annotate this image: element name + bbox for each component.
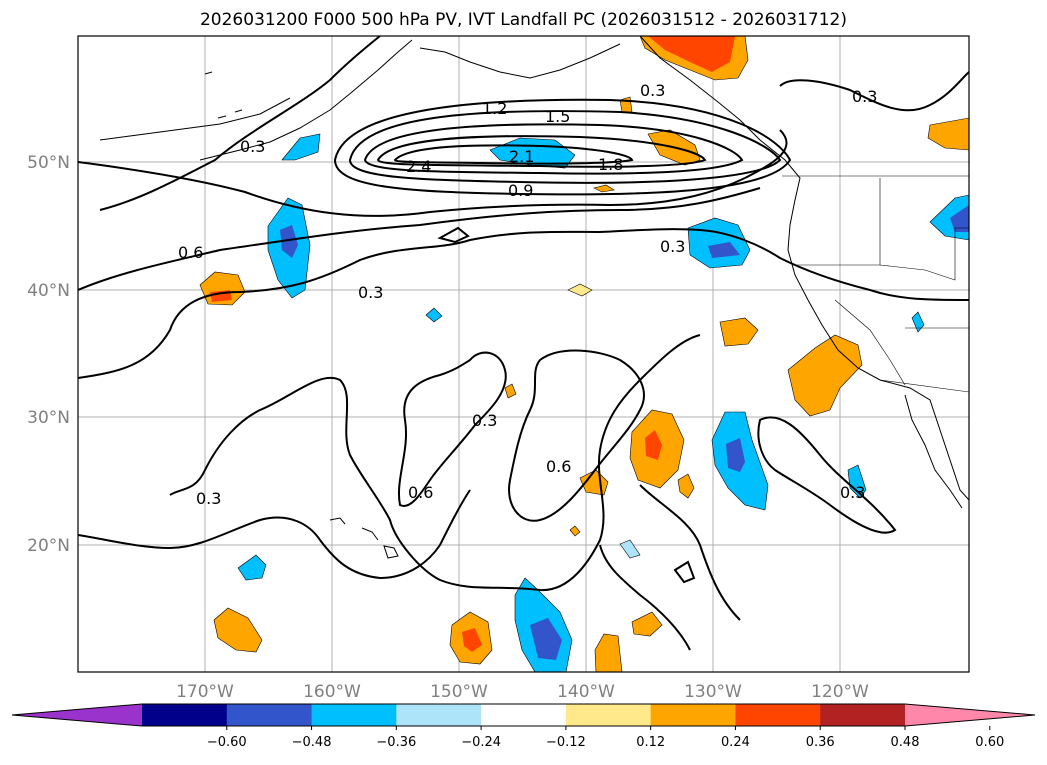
lon-label: 140°W	[557, 682, 615, 702]
negative-anomaly-core	[726, 438, 745, 472]
positive-anomaly	[619, 96, 633, 113]
lat-label: 30°N	[27, 408, 70, 428]
pv-contours	[78, 36, 969, 651]
contour-label: 1.5	[545, 107, 570, 126]
longitude-labels: 170°W 160°W 150°W 140°W 130°W 120°W	[176, 682, 869, 702]
positive-anomaly-core	[645, 430, 662, 460]
political-borders	[782, 175, 969, 393]
contour-label: 0.3	[240, 137, 265, 156]
negative-anomaly	[619, 539, 641, 559]
colorbar-tick-label: 0.12	[636, 735, 665, 750]
colorbar-segment	[735, 704, 821, 726]
colorbar-segment	[565, 704, 652, 726]
contour-label: 0.3	[660, 237, 685, 256]
contour-label: 2.4	[406, 157, 431, 176]
positive-anomaly	[719, 317, 759, 347]
contour-label: 0.3	[840, 483, 865, 502]
colorbar-extend-low	[12, 704, 142, 726]
colorbar-tick-label: 0.24	[721, 735, 750, 750]
colorbar-tick-label: −0.24	[461, 735, 501, 750]
map-title: 2026031200 F000 500 hPa PV, IVT Landfall…	[199, 10, 847, 30]
positive-anomaly	[567, 283, 593, 297]
contour-label: 0.3	[472, 411, 497, 430]
colorbar-tick-label: 0.60	[975, 735, 1004, 750]
lat-label: 20°N	[27, 536, 70, 556]
lon-label: 120°W	[811, 682, 869, 702]
colorbar-tick-label: −0.60	[207, 735, 247, 750]
positive-anomaly	[594, 633, 623, 672]
positive-anomaly	[569, 525, 581, 537]
colorbar-tick-label: 0.36	[806, 735, 835, 750]
negative-anomaly	[911, 311, 925, 333]
colorbar-segment	[650, 704, 736, 726]
negative-anomaly-core	[950, 205, 969, 232]
contour-label: 0.6	[178, 243, 203, 262]
positive-anomaly	[213, 607, 263, 653]
latitude-labels: 50°N 40°N 30°N 20°N	[27, 153, 70, 556]
colorbar-segment	[311, 704, 397, 726]
lat-label: 40°N	[27, 281, 70, 301]
positive-anomaly	[677, 473, 695, 499]
filled-anomalies	[199, 36, 969, 672]
colorbar-tick-label: −0.36	[376, 735, 416, 750]
colorbar-tick-label: −0.12	[546, 735, 586, 750]
positive-anomaly-core	[462, 628, 482, 652]
lon-label: 150°W	[430, 682, 488, 702]
contour-label: 1.8	[598, 155, 623, 174]
contour-labels: 1.2 1.5 2.4 2.1 1.8 0.9 0.3 0.6 0.3 0.3 …	[178, 81, 877, 508]
colorbar-segment	[481, 704, 567, 726]
contour-label: 0.3	[196, 489, 221, 508]
contour-label: 1.2	[482, 99, 507, 118]
colorbar-segment	[396, 704, 482, 726]
colorbar-ticks: −0.60 −0.48 −0.36 −0.24 −0.12 0.12 0.24 0.36 0.4…	[207, 726, 1004, 750]
positive-anomaly	[927, 117, 969, 151]
lon-label: 170°W	[176, 682, 234, 702]
lon-label: 160°W	[303, 682, 361, 702]
colorbar	[11, 703, 1036, 727]
negative-anomaly-core	[280, 225, 298, 258]
colorbar-extend-high	[905, 704, 1035, 726]
colorbar-tick-label: 0.48	[891, 735, 920, 750]
negative-anomaly-core	[708, 242, 740, 258]
colorbar-tick-label: −0.48	[292, 735, 332, 750]
contour-label: 0.6	[546, 457, 571, 476]
colorbar-outline	[11, 703, 1036, 727]
colorbar-segment	[820, 704, 906, 726]
positive-anomaly	[631, 611, 663, 637]
negative-anomaly	[237, 554, 267, 581]
positive-anomaly	[504, 383, 517, 399]
contour-label: 0.9	[508, 181, 533, 200]
positive-anomaly-core	[648, 36, 735, 72]
contour-label: 0.3	[640, 81, 665, 100]
colorbar-segment	[142, 704, 228, 726]
lat-label: 50°N	[27, 153, 70, 173]
positive-anomaly	[593, 184, 615, 193]
negative-anomaly-core	[530, 618, 562, 660]
colorbar-segment	[226, 704, 313, 726]
contour-label: 2.1	[509, 147, 534, 166]
lon-label: 130°W	[684, 682, 742, 702]
contour-label: 0.3	[852, 87, 877, 106]
coastlines	[99, 36, 969, 559]
contour-label: 0.6	[408, 483, 433, 502]
negative-anomaly	[425, 307, 443, 323]
map-border	[77, 35, 970, 673]
negative-anomaly	[281, 133, 321, 161]
contour-label: 0.3	[358, 283, 383, 302]
